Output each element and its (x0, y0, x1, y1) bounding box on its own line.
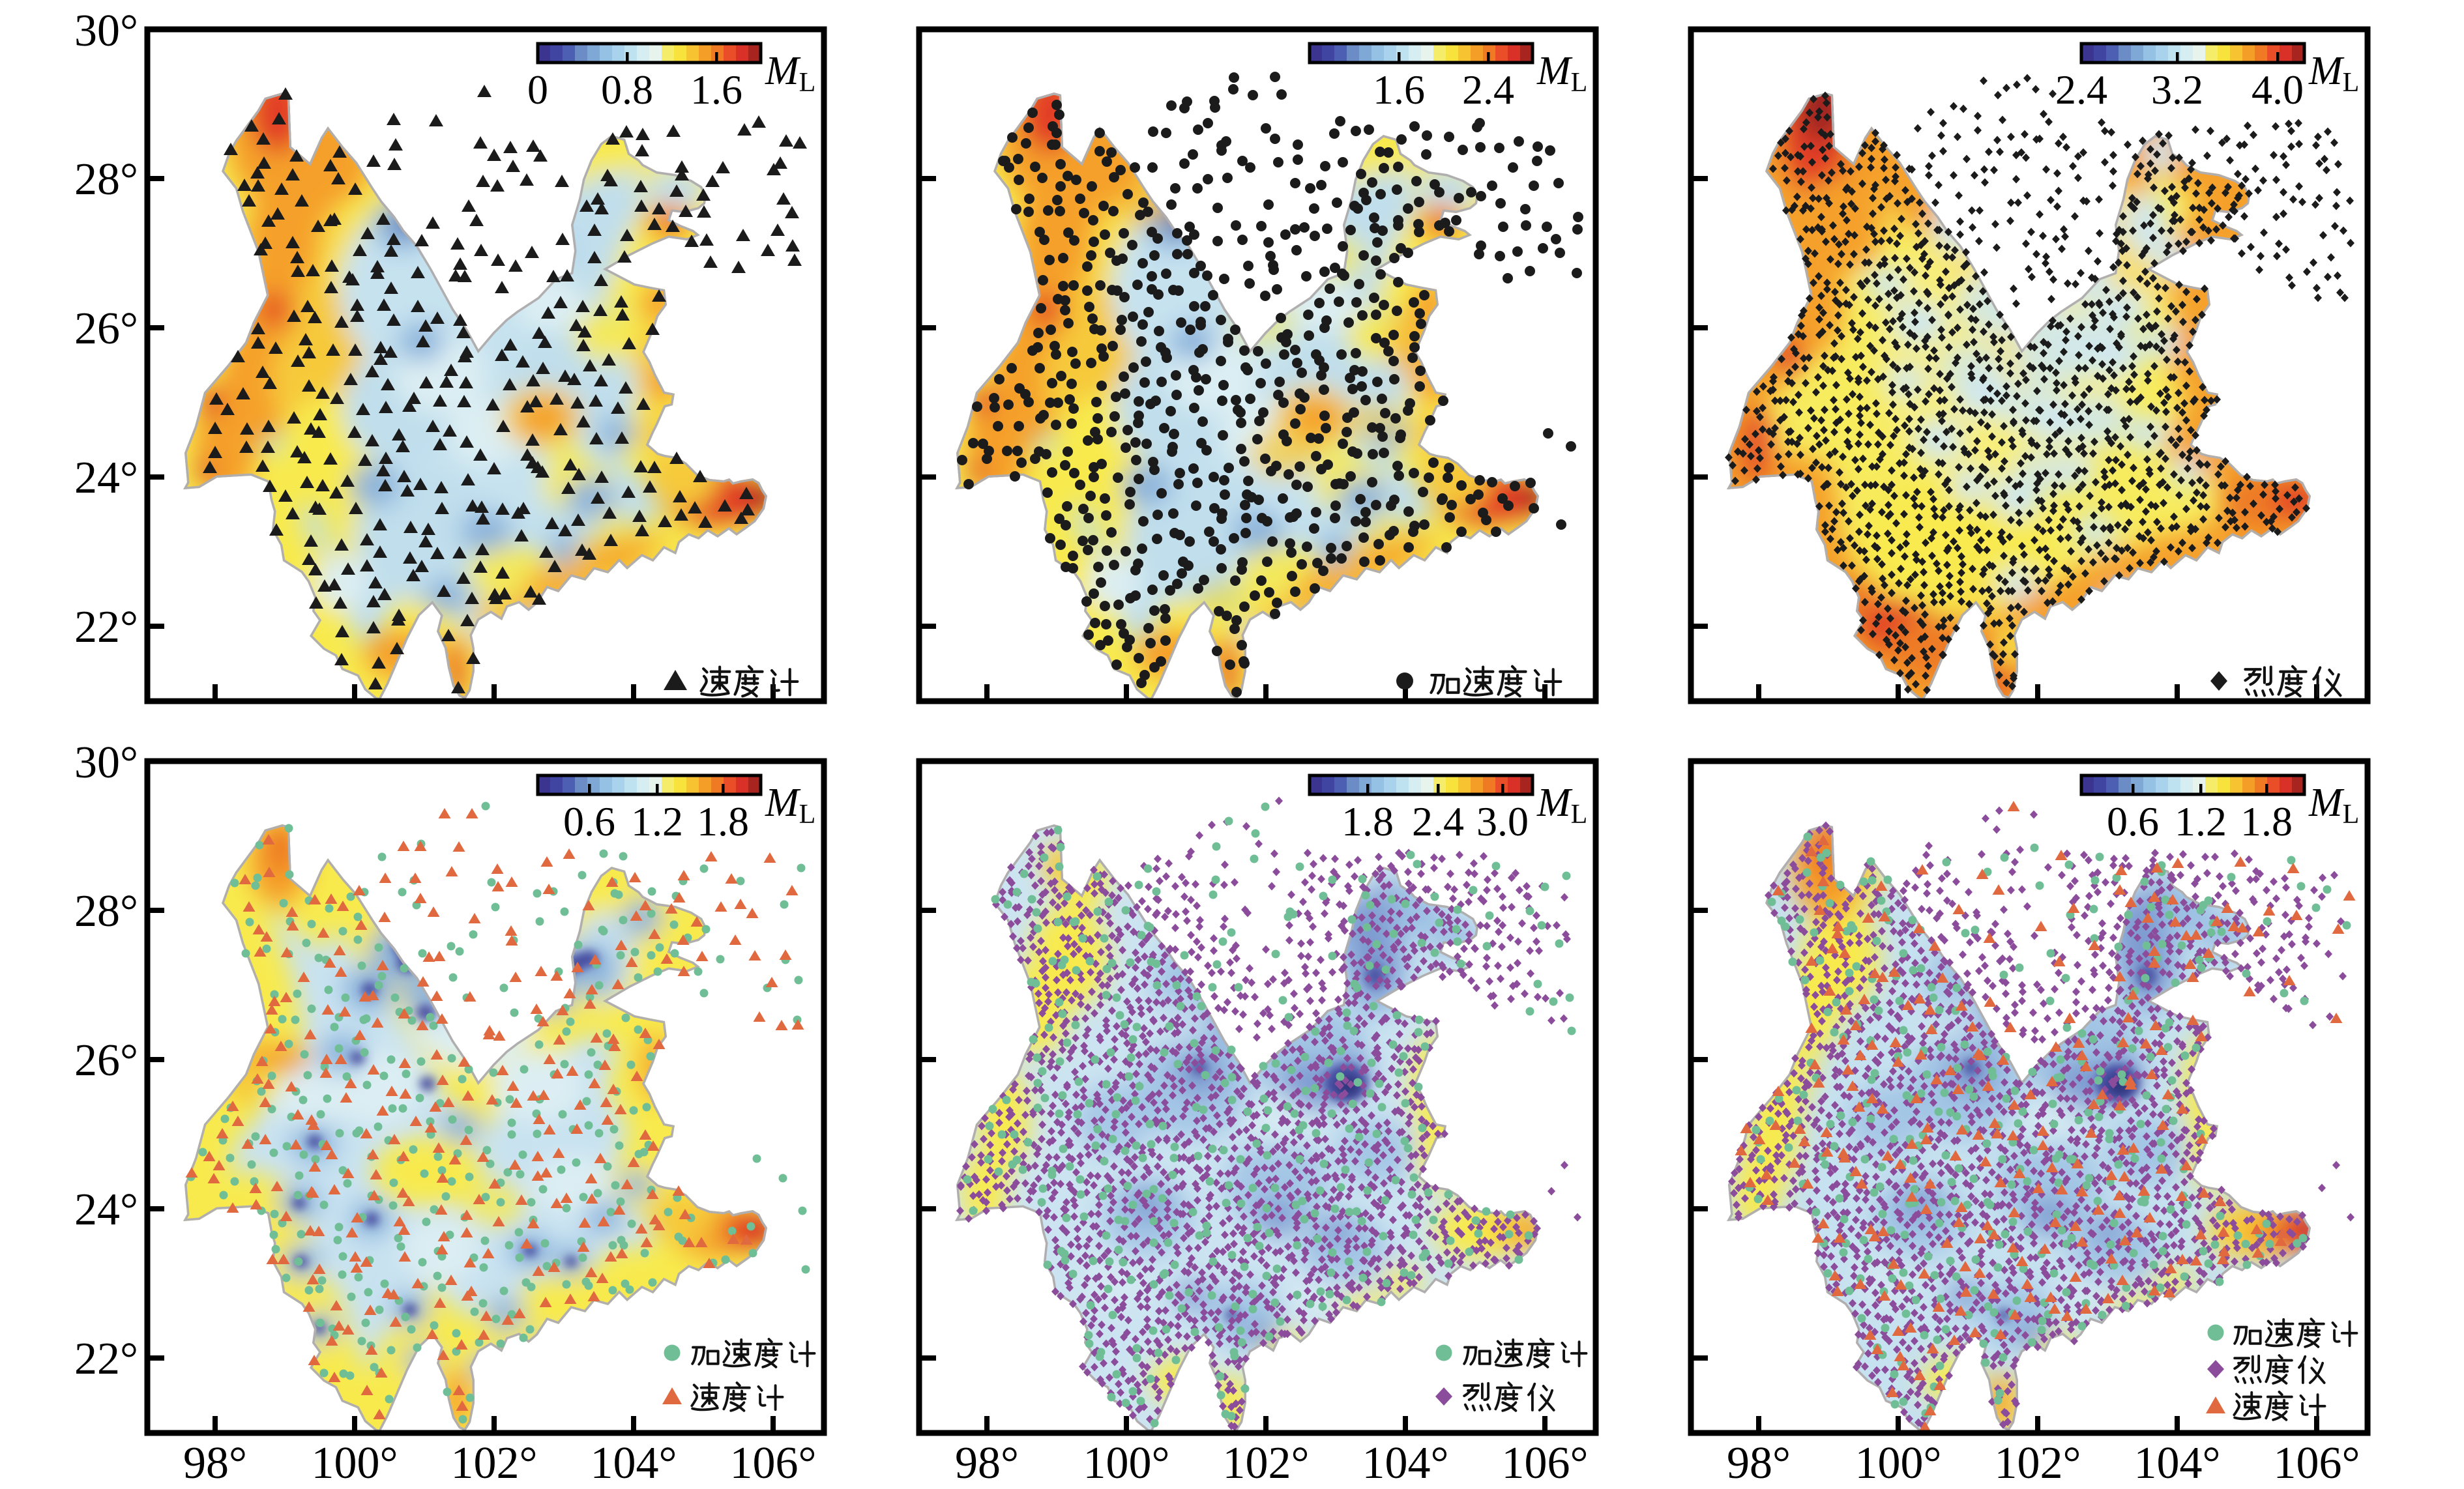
svg-text:24°: 24° (74, 453, 138, 503)
svg-text:98°: 98° (955, 1438, 1019, 1488)
svg-text:102°: 102° (451, 1438, 538, 1488)
svg-text:26°: 26° (74, 1035, 138, 1086)
svg-text:1.8: 1.8 (1342, 798, 1394, 845)
svg-text:2.4: 2.4 (1412, 798, 1464, 845)
svg-text:24°: 24° (74, 1185, 138, 1235)
svg-text:28°: 28° (74, 886, 138, 936)
svg-text:1.8: 1.8 (2240, 798, 2293, 845)
svg-text:28°: 28° (74, 154, 138, 205)
svg-text:0: 0 (527, 66, 548, 113)
svg-text:2.4: 2.4 (2055, 66, 2107, 113)
svg-text:1.6: 1.6 (690, 66, 742, 113)
svg-text:3.0: 3.0 (1476, 798, 1529, 845)
svg-text:100°: 100° (312, 1438, 398, 1488)
svg-text:104°: 104° (591, 1438, 677, 1488)
svg-text:2.4: 2.4 (1462, 66, 1514, 113)
svg-text:104°: 104° (1362, 1438, 1449, 1488)
svg-text:4.0: 4.0 (2251, 66, 2304, 113)
svg-text:0.8: 0.8 (601, 66, 653, 113)
svg-text:102°: 102° (1995, 1438, 2081, 1488)
svg-text:22°: 22° (74, 602, 138, 652)
svg-text:1.2: 1.2 (2175, 798, 2227, 845)
svg-text:106°: 106° (2274, 1438, 2360, 1488)
svg-text:100°: 100° (1083, 1438, 1170, 1488)
svg-text:104°: 104° (2134, 1438, 2221, 1488)
svg-text:30°: 30° (74, 738, 138, 788)
svg-text:0.6: 0.6 (2107, 798, 2159, 845)
svg-text:106°: 106° (1502, 1438, 1589, 1488)
svg-text:106°: 106° (730, 1438, 817, 1488)
svg-text:102°: 102° (1223, 1438, 1310, 1488)
svg-text:98°: 98° (1727, 1438, 1791, 1488)
svg-text:100°: 100° (1855, 1438, 1942, 1488)
svg-text:26°: 26° (74, 304, 138, 354)
svg-text:0.6: 0.6 (563, 798, 615, 845)
svg-text:30°: 30° (74, 6, 138, 56)
svg-text:1.6: 1.6 (1373, 66, 1425, 113)
svg-text:3.2: 3.2 (2151, 66, 2203, 113)
svg-text:98°: 98° (183, 1438, 247, 1488)
svg-text:1.8: 1.8 (697, 798, 749, 845)
svg-text:22°: 22° (74, 1334, 138, 1384)
svg-text:ML: ML (2308, 49, 2359, 98)
svg-text:1.2: 1.2 (631, 798, 683, 845)
